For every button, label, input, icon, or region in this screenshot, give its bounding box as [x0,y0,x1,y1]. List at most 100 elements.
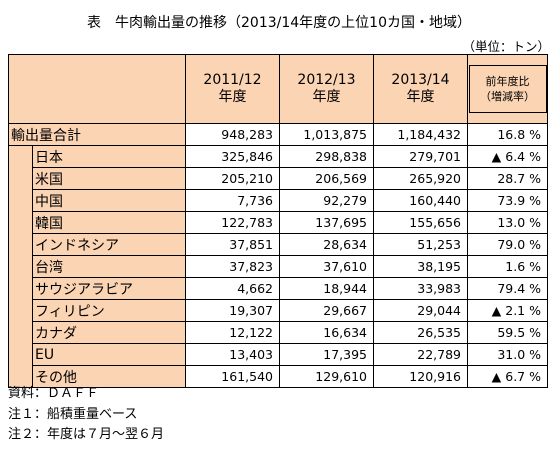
cell-2013-14: 279,701 [373,145,468,168]
cell-2013-14: 120,916 [373,365,468,388]
table-row-total: 輸出量合計 948,283 1,013,875 1,184,432 16.8 % [8,123,548,146]
cell-2013-14: 155,656 [373,211,468,234]
cell-2011-12: 12,122 [185,321,280,344]
cell-2011-12: 161,540 [185,365,280,388]
note-fiscal-year: 注２：年度は７月～翌６月 [8,427,165,442]
row-label: サウジアラビア [32,277,186,300]
cell-2013-14: 22,789 [373,343,468,366]
cell-2012-13: 298,838 [279,145,374,168]
header-change: 前年度比 （増減率） [467,54,548,124]
table-row: 米国 205,210 206,569 265,920 28.7 % [8,167,548,190]
cell-2011-12: 4,662 [185,277,280,300]
cell-2011-12: 122,783 [185,211,280,234]
header-year-label: 2013/14 [391,72,450,88]
export-volume-table: 2011/12 年度 2012/13 年度 2013/14 年度 前年度比 （増… [8,54,548,388]
cell-2012-13: 29,667 [279,299,374,322]
cell-2012-13: 18,944 [279,277,374,300]
table-row: インドネシア 37,851 28,634 51,253 79.0 % [8,233,548,256]
cell-2011-12: 205,210 [185,167,280,190]
page-title: 表 牛肉輸出量の推移（2013/14年度の上位10カ国・地域） [87,15,471,31]
header-2011-12: 2011/12 年度 [185,54,280,124]
table-row: EU 13,403 17,395 22,789 31.0 % [8,343,548,366]
cell-2013-14: 265,920 [373,167,468,190]
row-label: 韓国 [32,211,186,234]
cell-total-2011-12: 948,283 [185,123,280,146]
cell-2011-12: 37,851 [185,233,280,256]
table-row: 日本 325,846 298,838 279,701 ▲ 6.4 % [8,145,548,168]
header-year-label: 2012/13 [297,72,356,88]
cell-total-2013-14: 1,184,432 [373,123,468,146]
row-label: 米国 [32,167,186,190]
cell-2012-13: 137,695 [279,211,374,234]
cell-change: 31.0 % [467,343,548,366]
cell-2013-14: 160,440 [373,189,468,212]
cell-2011-12: 13,403 [185,343,280,366]
cell-2012-13: 129,610 [279,365,374,388]
header-year-suffix: 年度 [218,89,247,105]
note-source: 資料：ＤＡＦＦ [8,386,100,401]
row-label: カナダ [32,321,186,344]
row-indent-cell [8,343,33,366]
cell-2012-13: 16,634 [279,321,374,344]
cell-2013-14: 26,535 [373,321,468,344]
header-year-label: 2011/12 [203,72,262,88]
note-weight-basis: 注１：船積重量ベース [8,406,138,422]
header-change-sub: （増減率） [480,90,535,103]
table-row: カナダ 12,122 16,634 26,535 59.5 % [8,321,548,344]
cell-2013-14: 38,195 [373,255,468,278]
cell-change: 79.4 % [467,277,548,300]
cell-2011-12: 37,823 [185,255,280,278]
notes: 資料：ＤＡＦＦ 注１：船積重量ベース 注２：年度は７月～翌６月 [8,384,164,446]
row-indent-cell [8,299,33,322]
table-row: 台湾 37,823 37,610 38,195 1.6 % [8,255,548,278]
cell-total-2012-13: 1,013,875 [279,123,374,146]
table-row: その他 161,540 129,610 120,916 ▲ 6.7 % [8,365,548,388]
cell-2013-14: 33,983 [373,277,468,300]
cell-change: 59.5 % [467,321,548,344]
header-change-box: 前年度比 （増減率） [468,65,547,113]
unit-label: （単位：トン） [462,39,550,54]
cell-2013-14: 29,044 [373,299,468,322]
row-indent-cell [8,211,33,234]
cell-2011-12: 19,307 [185,299,280,322]
row-label-total: 輸出量合計 [8,123,186,146]
row-indent-cell [8,233,33,256]
row-indent-cell [8,189,33,212]
cell-2012-13: 37,610 [279,255,374,278]
cell-change: 79.0 % [467,233,548,256]
cell-change: 28.7 % [467,167,548,190]
table-row: 中国 7,736 92,279 160,440 73.9 % [8,189,548,212]
row-label: その他 [32,365,186,388]
cell-2012-13: 28,634 [279,233,374,256]
table-row: サウジアラビア 4,662 18,944 33,983 79.4 % [8,277,548,300]
table-row: フィリピン 19,307 29,667 29,044 ▲ 2.1 % [8,299,548,322]
cell-2012-13: 17,395 [279,343,374,366]
cell-2011-12: 7,736 [185,189,280,212]
cell-change: 73.9 % [467,189,548,212]
row-indent-cell [8,277,33,300]
cell-2013-14: 51,253 [373,233,468,256]
header-2013-14: 2013/14 年度 [373,54,468,124]
cell-change: ▲ 6.7 % [467,365,548,388]
header-2012-13: 2012/13 年度 [279,54,374,124]
row-label: 台湾 [32,255,186,278]
row-indent-cell [8,255,33,278]
header-year-suffix: 年度 [312,89,341,105]
row-label: フィリピン [32,299,186,322]
row-label: EU [32,343,186,366]
row-label: 日本 [32,145,186,168]
cell-2012-13: 92,279 [279,189,374,212]
row-indent-cell [8,321,33,344]
header-year-suffix: 年度 [406,89,435,105]
row-indent-cell [8,145,33,168]
row-label: インドネシア [32,233,186,256]
table-row: 韓国 122,783 137,695 155,656 13.0 % [8,211,548,234]
cell-change: ▲ 2.1 % [467,299,548,322]
row-label: 中国 [32,189,186,212]
cell-2011-12: 325,846 [185,145,280,168]
cell-total-change: 16.8 % [467,123,548,146]
header-change-label: 前年度比 [485,75,530,88]
table-header-row: 2011/12 年度 2012/13 年度 2013/14 年度 前年度比 （増… [8,54,548,124]
row-indent-cell [8,365,33,388]
cell-change: 13.0 % [467,211,548,234]
